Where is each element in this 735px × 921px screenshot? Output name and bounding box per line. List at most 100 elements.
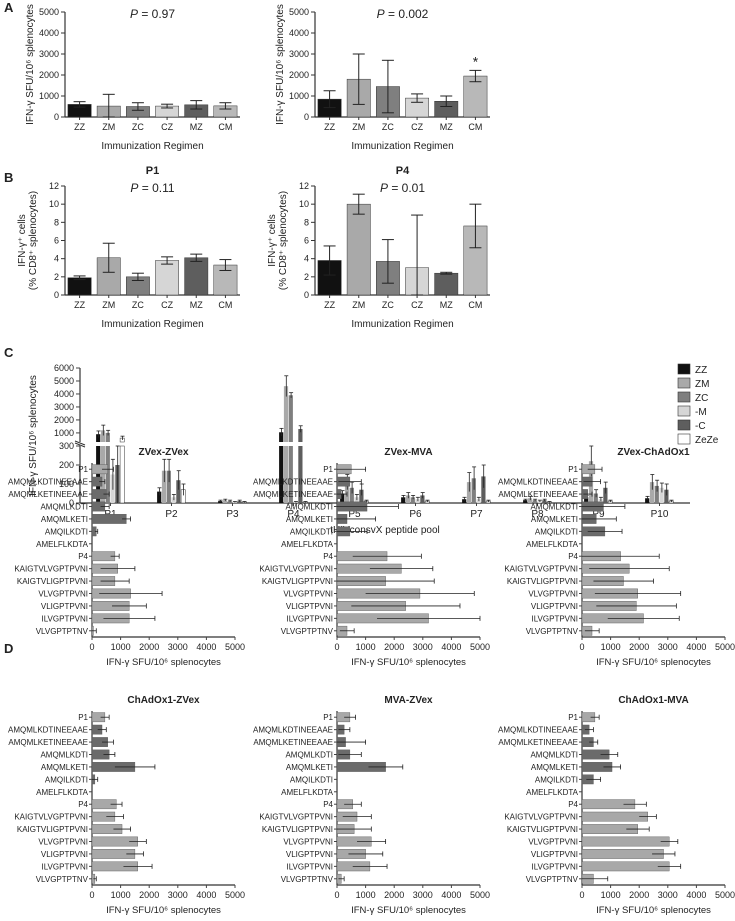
peptide-label-KAIGTVLIGPTPVNI: KAIGTVLIGPTPVNI [17, 825, 88, 834]
bar-upper-ZM-P1 [100, 430, 106, 442]
x-tick-label: 5000 [715, 890, 735, 900]
x-tick-label-ZZ: ZZ [324, 300, 335, 310]
peptide-label-P4: P4 [568, 800, 578, 809]
x-tick-label-ZM: ZM [352, 122, 365, 132]
peptide-label-VLVGPTPVNI: VLVGPTPVNI [38, 590, 88, 599]
legend-swatch-ZZ [677, 363, 691, 375]
x-tick-label-ZC: ZC [132, 300, 144, 310]
peptide-label-AMQMLKETI: AMQMLKETI [286, 515, 333, 524]
peptide-label-AMQMLKDTI: AMQMLKDTI [40, 751, 88, 760]
peptide-label-P4: P4 [78, 552, 88, 561]
p-value-label: P = 0.002 [377, 7, 429, 21]
peptide-label-P4: P4 [568, 552, 578, 561]
bar-lower-ZZ-P8 [523, 500, 528, 503]
peptide-label-AMELFLKDTA: AMELFLKDTA [36, 540, 89, 549]
x-axis-title: Immunization Regimen [351, 141, 453, 152]
y-tick-label: 5000 [54, 376, 74, 386]
y-tick-label: 3000 [289, 49, 309, 59]
peptide-label-AMQMLKDTI: AMQMLKDTI [40, 503, 88, 512]
axis-break-mark [74, 440, 86, 446]
x-tick-label: 5000 [715, 642, 735, 652]
x-tick-label: 1000 [601, 642, 621, 652]
x-tick-label: 3000 [658, 642, 678, 652]
bar-lower-ZM-P8 [527, 498, 533, 503]
legend-label-ZM: ZM [695, 379, 709, 390]
bar-AMQMLKETI [91, 514, 127, 524]
peptide-label-P1: P1 [78, 465, 88, 474]
p-symbol: P [130, 181, 138, 195]
bar-ZM [346, 203, 371, 296]
y-axis-title: IFN-γ SFU/10⁶ splenocytes [25, 4, 36, 125]
x-tick-label-P8: P8 [531, 509, 544, 520]
peptide-label-AMQMLKETINEEAAE: AMQMLKETINEEAAE [253, 738, 333, 747]
peptide-label-AMQMLKETINEEAAE: AMQMLKETINEEAAE [8, 738, 88, 747]
peptide-label-VLVGPTPTNV: VLVGPTPTNV [36, 875, 89, 884]
x-tick-label-ZM: ZM [102, 122, 115, 132]
y-tick-label: 4 [304, 254, 309, 264]
y-axis-title: IFN-γ SFU/10⁶ splenocytes [275, 4, 286, 125]
bar-upper-ZZ-P1 [96, 434, 101, 442]
peptide-label-AMQMLKDTINEEAAE: AMQMLKDTINEEAAE [498, 478, 578, 487]
peptide-label-ILVGPTPVNI: ILVGPTPVNI [41, 614, 88, 623]
x-tick-label: 5000 [470, 642, 490, 652]
panel-letter-C: C [4, 345, 14, 360]
peptide-label-AMQILKDTI: AMQILKDTI [290, 527, 333, 536]
y-tick-label: 12 [49, 181, 59, 191]
peptide-label-VLVGPTPTNV: VLVGPTPTNV [526, 875, 579, 884]
bar-lower-ZZ-P2 [157, 491, 162, 503]
bar-lower-ZC-P6 [410, 497, 415, 503]
x-tick-label: 0 [579, 642, 584, 652]
y-tick-label: 200 [59, 460, 74, 470]
bar-MZ [434, 272, 459, 296]
x-tick-label-CM: CM [468, 122, 482, 132]
peptide-label-ILVGPTPVNI: ILVGPTPVNI [286, 614, 333, 623]
x-tick-label: 4000 [441, 890, 461, 900]
bar-lower--C-P10 [664, 489, 669, 503]
legend-swatch--M [677, 405, 691, 417]
legend-swatch-ZC [677, 391, 691, 403]
legend-label-ZC: ZC [695, 393, 708, 404]
y-tick-label: 5000 [289, 7, 309, 17]
x-axis-title: tHIVconsvX peptide pool [330, 525, 440, 536]
legend-swatch-ZeZe [677, 433, 691, 445]
bar-lower-ZC-P5 [349, 487, 354, 503]
p-symbol: P [377, 7, 385, 21]
peptide-label-AMQILKDTI: AMQILKDTI [45, 527, 88, 536]
x-tick-label-CZ: CZ [411, 300, 423, 310]
x-axis-title: IFN-γ SFU/10⁶ splenocytes [351, 905, 466, 916]
bar-lower-ZC-P7 [471, 478, 476, 503]
peptide-label-AMQMLKETI: AMQMLKETI [531, 763, 578, 772]
bar-lower-ZC-P10 [654, 485, 659, 503]
peptide-label-KAIGTVLIGPTPVNI: KAIGTVLIGPTPVNI [507, 577, 578, 586]
peptide-label-AMQMLKETI: AMQMLKETI [41, 763, 88, 772]
peptide-label-AMELFLKDTA: AMELFLKDTA [281, 788, 334, 797]
bar-lower-ZM-P7 [466, 482, 472, 503]
y-tick-label: 0 [54, 290, 59, 300]
peptide-label-ILVGPTPVNI: ILVGPTPVNI [286, 862, 333, 871]
x-tick-label-P10: P10 [651, 509, 669, 520]
peptide-label-P1: P1 [568, 713, 578, 722]
y-tick-label: 10 [299, 199, 309, 209]
x-tick-label-CM: CM [468, 300, 482, 310]
peptide-label-VLIGPTPVNI: VLIGPTPVNI [41, 850, 88, 859]
peptide-label-P4: P4 [323, 800, 333, 809]
peptide-label-P1: P1 [78, 713, 88, 722]
x-axis-title: Immunization Regimen [101, 319, 203, 330]
peptide-label-VLVGPTPVNI: VLVGPTPVNI [38, 838, 88, 847]
peptide-label-P1: P1 [323, 465, 333, 474]
peptide-label-AMQMLKETINEEAAE: AMQMLKETINEEAAE [8, 490, 88, 499]
x-axis-title: IFN-γ SFU/10⁶ splenocytes [596, 905, 711, 916]
peptide-label-VLIGPTPVNI: VLIGPTPVNI [286, 602, 333, 611]
peptide-label-AMQMLKDTI: AMQMLKDTI [285, 751, 333, 760]
peptide-label-AMELFLKDTA: AMELFLKDTA [526, 540, 579, 549]
bar-lower--M-P10 [659, 487, 664, 503]
peptide-label-P4: P4 [78, 800, 88, 809]
x-tick-label-MZ: MZ [440, 300, 453, 310]
x-tick-label: 4000 [686, 642, 706, 652]
bar-lower-ZZ-P9 [584, 497, 589, 503]
bar-lower-ZeZe-P1 [119, 445, 125, 504]
x-axis-title: IFN-γ SFU/10⁶ splenocytes [106, 905, 221, 916]
axis-break-mark [74, 442, 86, 448]
y-tick-label: 10 [49, 199, 59, 209]
peptide-label-AMQMLKDTI: AMQMLKDTI [530, 503, 578, 512]
